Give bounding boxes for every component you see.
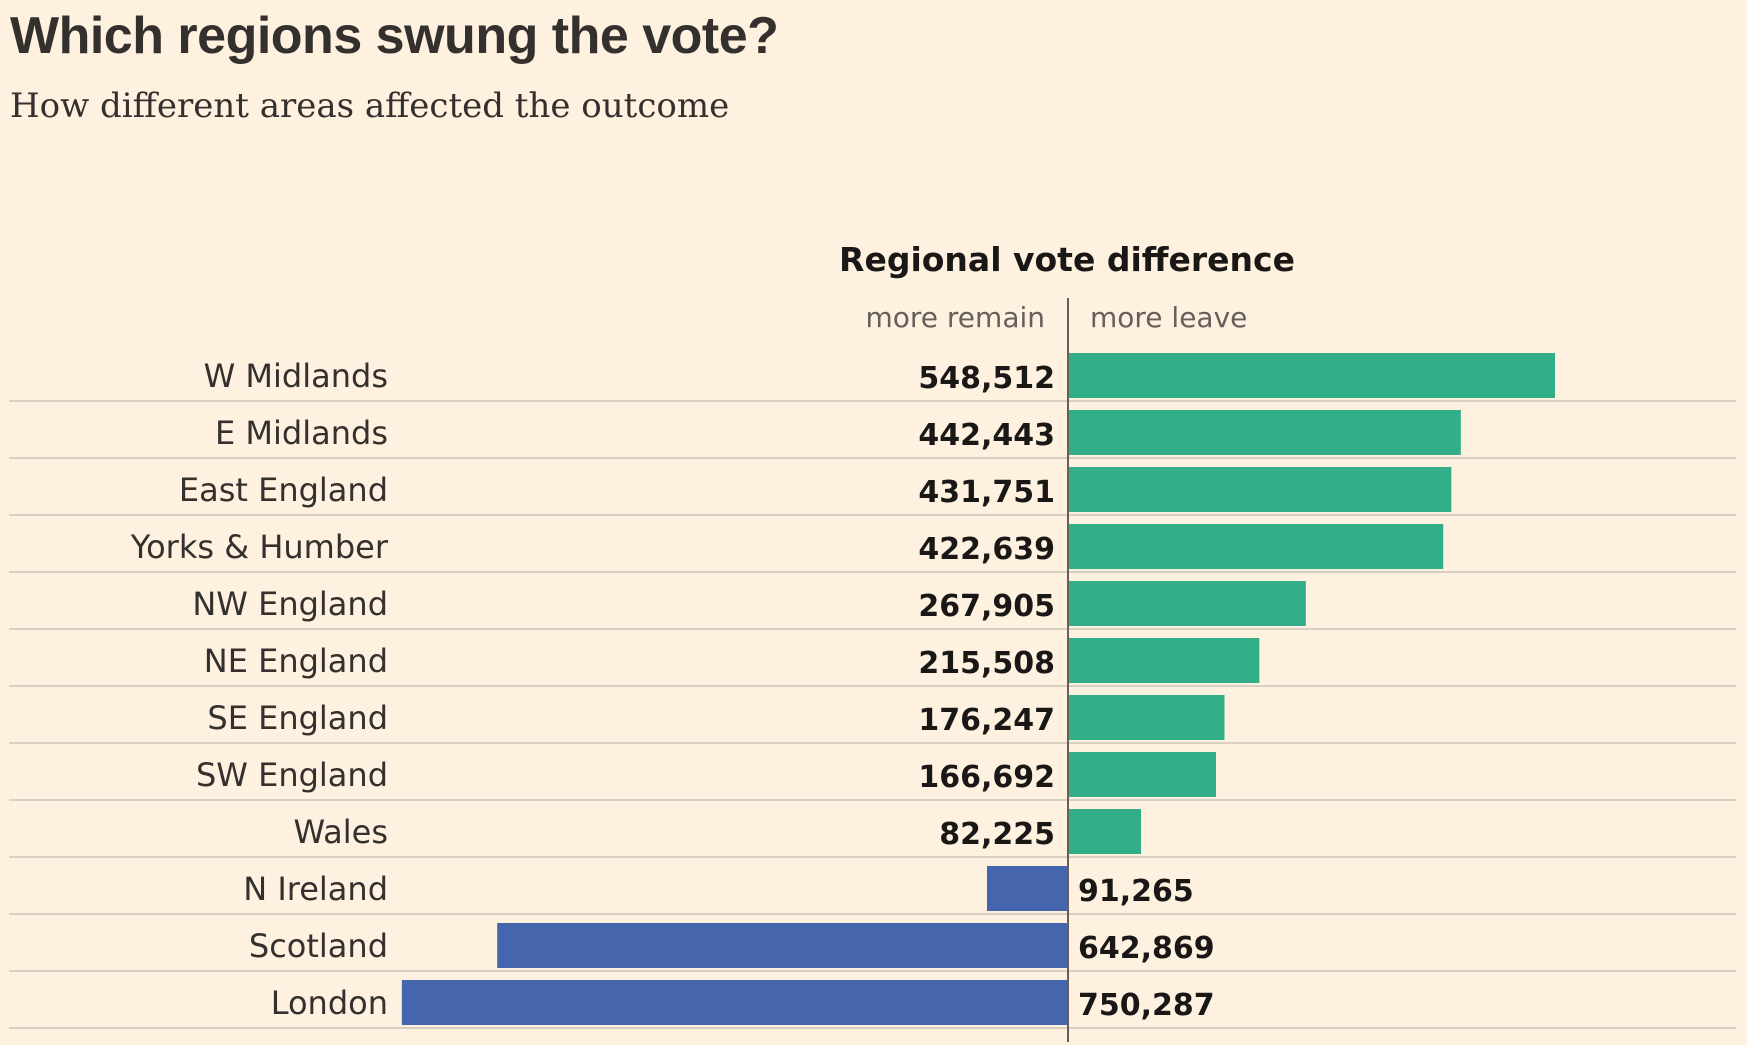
bar-nw-england <box>1068 581 1306 626</box>
category-label: Wales <box>294 813 388 851</box>
value-label: 422,639 <box>918 532 1055 567</box>
category-label: East England <box>179 471 388 509</box>
bar-sw-england <box>1068 752 1216 797</box>
bar-london <box>401 980 1068 1025</box>
bar-e-midlands <box>1068 410 1461 455</box>
bar-scotland <box>497 923 1069 968</box>
value-label: 166,692 <box>918 760 1055 795</box>
remain-direction-label: more remain <box>865 301 1045 334</box>
category-label: SW England <box>196 756 388 794</box>
category-label: SE England <box>207 699 388 737</box>
category-label: N Ireland <box>243 870 388 908</box>
leave-direction-label: more leave <box>1090 301 1247 334</box>
bar-wales <box>1068 809 1142 854</box>
value-label: 267,905 <box>918 589 1055 624</box>
bar-yorks-humber <box>1068 524 1444 569</box>
page-subtitle: How different areas affected the outcome <box>10 86 730 126</box>
value-label: 176,247 <box>918 703 1055 738</box>
value-label: 750,287 <box>1078 988 1215 1023</box>
category-label: W Midlands <box>204 357 388 395</box>
category-label: NW England <box>192 585 388 623</box>
value-label: 82,225 <box>939 817 1055 852</box>
category-label: NE England <box>204 642 388 680</box>
value-label: 642,869 <box>1078 931 1215 966</box>
category-label: London <box>271 984 388 1022</box>
bar-se-england <box>1068 695 1225 740</box>
value-label: 215,508 <box>918 646 1055 681</box>
category-label: Yorks & Humber <box>130 528 389 566</box>
bar-w-midlands <box>1068 353 1555 398</box>
page-title: Which regions swung the vote? <box>10 7 779 65</box>
category-label: Scotland <box>249 927 388 965</box>
value-label: 91,265 <box>1078 874 1194 909</box>
category-label: E Midlands <box>215 414 388 452</box>
value-label: 442,443 <box>918 418 1055 453</box>
chart-title: Regional vote difference <box>839 240 1295 279</box>
value-label: 548,512 <box>918 361 1055 396</box>
bar-east-england <box>1068 467 1452 512</box>
value-label: 431,751 <box>918 475 1055 510</box>
bar-n-ireland <box>986 866 1068 911</box>
bar-ne-england <box>1068 638 1260 683</box>
